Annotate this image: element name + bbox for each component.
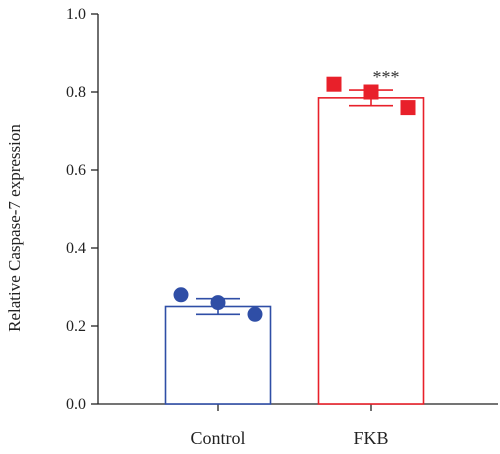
data-point [363,84,379,100]
data-point [173,287,189,303]
y-tick-label: 0.2 [66,318,86,335]
data-point [247,306,263,322]
x-tick-label: Control [190,428,245,448]
data-point [210,295,226,311]
y-axis-label: Relative Caspase-7 expression [5,124,24,332]
data-point [326,76,342,92]
data-point [400,100,416,116]
bar-control [164,305,272,405]
significance-annotation: *** [373,67,400,87]
y-tick-label: 0.0 [66,396,86,413]
bar-fkb [317,97,425,405]
y-tick-label: 0.8 [66,84,86,101]
y-tick-label: 0.6 [66,162,86,179]
y-tick-label: 1.0 [66,6,86,23]
y-tick-label: 0.4 [66,240,86,257]
x-tick-label: FKB [353,428,388,448]
